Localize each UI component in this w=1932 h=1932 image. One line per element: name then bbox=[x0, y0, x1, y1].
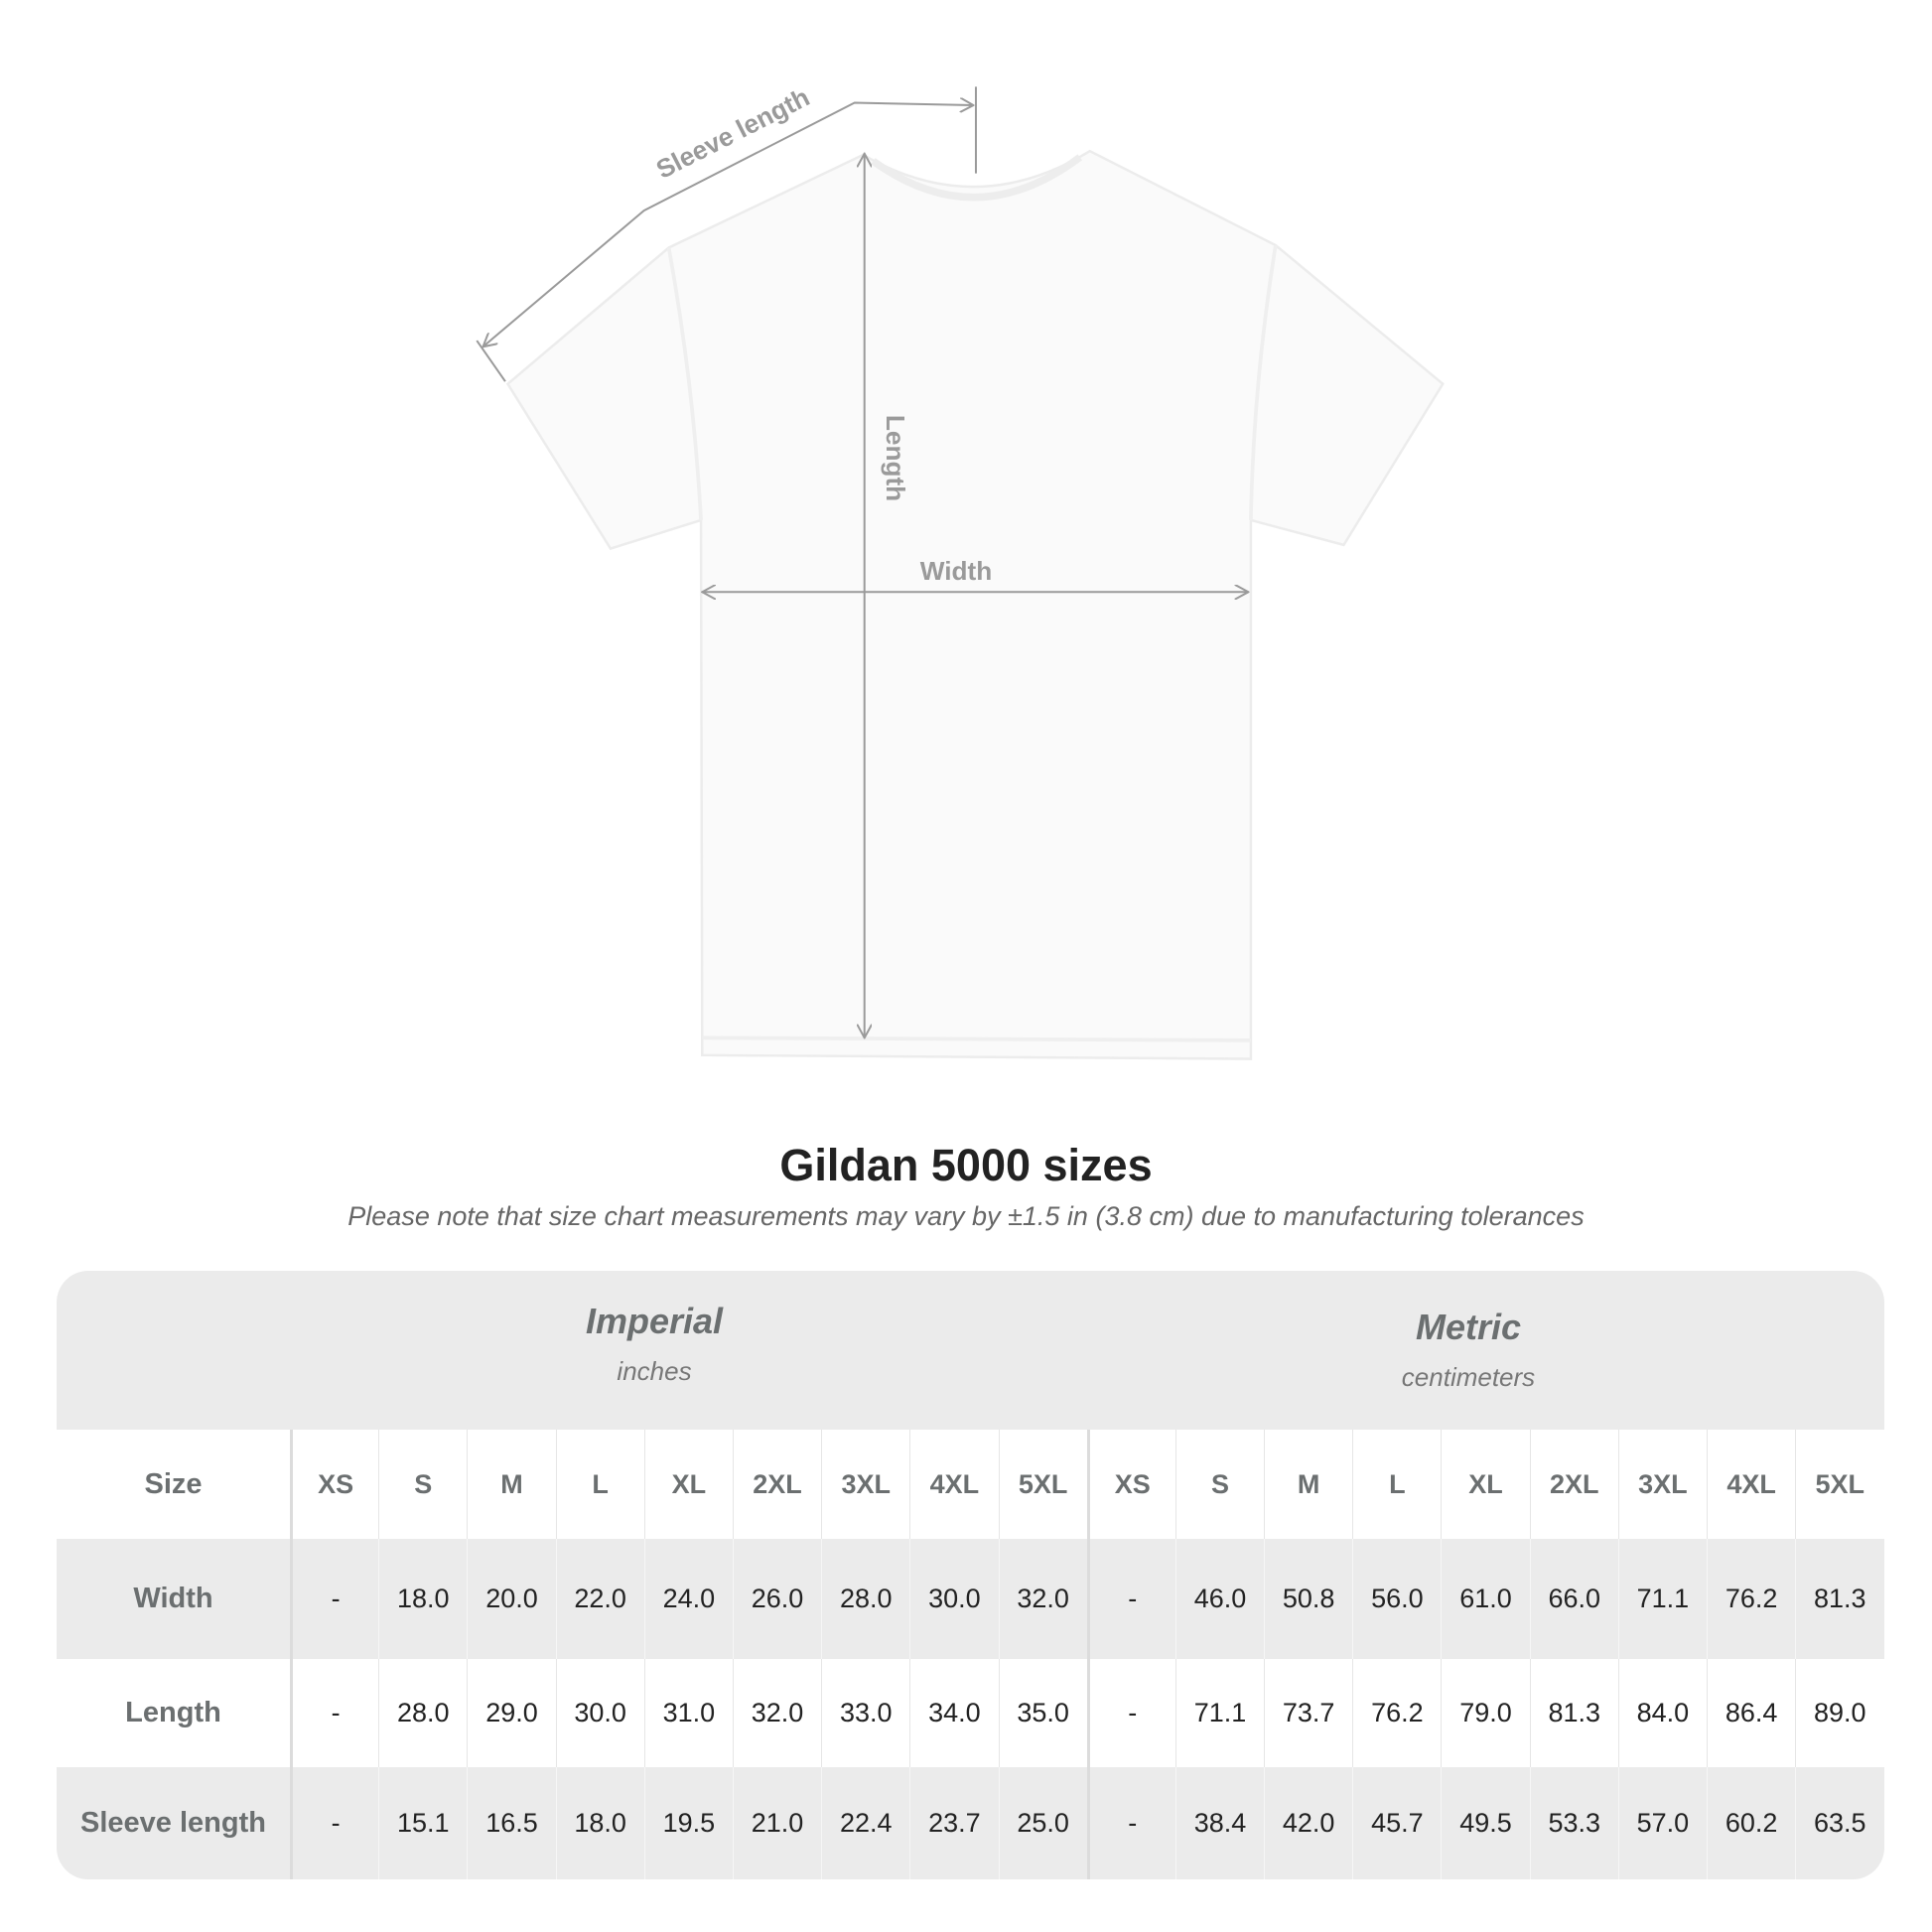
imperial-cell: 21.0 bbox=[732, 1767, 821, 1879]
metric-cell: 76.2 bbox=[1707, 1539, 1795, 1659]
metric-cell: 49.5 bbox=[1441, 1767, 1529, 1879]
sleeve-length-line bbox=[483, 103, 974, 347]
size-table: Imperial inches Metric centimeters Size X… bbox=[57, 1271, 1884, 1879]
imperial-unit: inches bbox=[617, 1356, 692, 1386]
metric-title: Metric bbox=[1415, 1307, 1522, 1347]
size-header-cell: XS bbox=[1086, 1430, 1175, 1539]
metric-cell: 89.0 bbox=[1795, 1659, 1883, 1767]
size-header-cell: S bbox=[1174, 1430, 1264, 1539]
size-header-cell: 4XL bbox=[909, 1430, 998, 1539]
metric-cell: 38.4 bbox=[1174, 1767, 1264, 1879]
imperial-cell: 26.0 bbox=[732, 1539, 821, 1659]
imperial-cell: 28.0 bbox=[378, 1659, 467, 1767]
imperial-cell: - bbox=[290, 1539, 378, 1659]
metric-cell: 84.0 bbox=[1617, 1659, 1707, 1767]
metric-cell: 53.3 bbox=[1529, 1767, 1618, 1879]
metric-cell: 73.7 bbox=[1264, 1659, 1352, 1767]
metric-cell: 61.0 bbox=[1441, 1539, 1529, 1659]
size-header-cell: 2XL bbox=[732, 1430, 821, 1539]
imperial-cell: 23.7 bbox=[909, 1767, 998, 1879]
imperial-cell: - bbox=[290, 1659, 378, 1767]
imperial-cell: 22.0 bbox=[555, 1539, 644, 1659]
size-header-cell: XS bbox=[290, 1430, 378, 1539]
row-label: Size bbox=[144, 1467, 203, 1500]
imperial-cell: 19.5 bbox=[643, 1767, 733, 1879]
page-title: Gildan 5000 sizes bbox=[779, 1140, 1153, 1190]
table-row: Width -18.0 20.0 22.0 24.0 26.0 28.0 30.0 32.0-4… bbox=[57, 1539, 1884, 1659]
imperial-title: Imperial bbox=[585, 1301, 724, 1341]
metric-cell: 81.3 bbox=[1529, 1659, 1618, 1767]
metric-cell: - bbox=[1086, 1767, 1175, 1879]
metric-cell: 60.2 bbox=[1707, 1767, 1795, 1879]
size-header-cell: XL bbox=[1441, 1430, 1529, 1539]
size-header-cell: L bbox=[1352, 1430, 1441, 1539]
imperial-cell: 22.4 bbox=[821, 1767, 909, 1879]
width-label: Width bbox=[920, 556, 992, 586]
size-header-cell: 5XL bbox=[1795, 1430, 1883, 1539]
imperial-cell: 34.0 bbox=[909, 1659, 998, 1767]
table-row: Sleeve length -15.1 16.5 18.0 19.5 21.0 22.4 23… bbox=[57, 1767, 1884, 1879]
sleeve-length-label: Sleeve length bbox=[651, 82, 814, 185]
imperial-cell: 32.0 bbox=[998, 1539, 1087, 1659]
size-header-cell: 5XL bbox=[998, 1430, 1087, 1539]
imperial-cell: 30.0 bbox=[909, 1539, 998, 1659]
imperial-cell: 18.0 bbox=[378, 1539, 467, 1659]
metric-cell: - bbox=[1086, 1539, 1175, 1659]
metric-cell: 45.7 bbox=[1352, 1767, 1441, 1879]
imperial-cell: 15.1 bbox=[378, 1767, 467, 1879]
size-header-cell: M bbox=[1264, 1430, 1352, 1539]
size-header-cell: 3XL bbox=[821, 1430, 909, 1539]
metric-cell: 50.8 bbox=[1264, 1539, 1352, 1659]
row-label: Width bbox=[133, 1583, 213, 1614]
size-header-cell: XL bbox=[643, 1430, 733, 1539]
length-label: Length bbox=[881, 415, 910, 501]
imperial-header: Imperial inches bbox=[456, 1301, 853, 1387]
metric-cell: 81.3 bbox=[1795, 1539, 1883, 1659]
imperial-cell: 16.5 bbox=[467, 1767, 555, 1879]
size-header-cell: 3XL bbox=[1617, 1430, 1707, 1539]
imperial-cell: - bbox=[290, 1767, 378, 1879]
size-header-cell: 2XL bbox=[1529, 1430, 1618, 1539]
metric-cell: 56.0 bbox=[1352, 1539, 1441, 1659]
metric-cell: 71.1 bbox=[1617, 1539, 1707, 1659]
metric-cell: 46.0 bbox=[1174, 1539, 1264, 1659]
imperial-cell: 28.0 bbox=[821, 1539, 909, 1659]
imperial-cell: 18.0 bbox=[555, 1767, 644, 1879]
metric-cell: 57.0 bbox=[1617, 1767, 1707, 1879]
metric-cell: 86.4 bbox=[1707, 1659, 1795, 1767]
metric-cell: 63.5 bbox=[1795, 1767, 1883, 1879]
table-row: Length -28.0 29.0 30.0 31.0 32.0 33.0 34.0 35.0-… bbox=[57, 1659, 1884, 1767]
imperial-cell: 24.0 bbox=[643, 1539, 733, 1659]
size-header-cell: 4XL bbox=[1707, 1430, 1795, 1539]
size-header-cell: M bbox=[467, 1430, 555, 1539]
metric-cell: - bbox=[1086, 1659, 1175, 1767]
table-header-band bbox=[57, 1271, 1884, 1430]
tolerance-note: Please note that size chart measurements… bbox=[347, 1201, 1585, 1231]
metric-cell: 42.0 bbox=[1264, 1767, 1352, 1879]
metric-cell: 76.2 bbox=[1352, 1659, 1441, 1767]
imperial-cell: 25.0 bbox=[998, 1767, 1087, 1879]
metric-unit: centimeters bbox=[1401, 1362, 1536, 1392]
imperial-cell: 33.0 bbox=[821, 1659, 909, 1767]
imperial-cell: 20.0 bbox=[467, 1539, 555, 1659]
row-label: Length bbox=[125, 1697, 221, 1728]
imperial-cell: 30.0 bbox=[555, 1659, 644, 1767]
size-header-row: Size XS S M L XL 2XL 3XL 4XL 5XL XS S M L XL 2XL 3XL 4XL 5… bbox=[57, 1430, 1884, 1539]
row-label: Sleeve length bbox=[80, 1807, 266, 1839]
imperial-cell: 31.0 bbox=[643, 1659, 733, 1767]
tshirt-shape bbox=[505, 149, 1445, 1060]
imperial-cell: 35.0 bbox=[998, 1659, 1087, 1767]
size-header-cell: S bbox=[378, 1430, 467, 1539]
size-header-cell: L bbox=[555, 1430, 644, 1539]
metric-cell: 79.0 bbox=[1441, 1659, 1529, 1767]
metric-cell: 66.0 bbox=[1529, 1539, 1618, 1659]
metric-cell: 71.1 bbox=[1174, 1659, 1264, 1767]
metric-header: Metric centimeters bbox=[1270, 1307, 1667, 1393]
imperial-cell: 29.0 bbox=[467, 1659, 555, 1767]
sleeve-tick-bottom bbox=[476, 340, 506, 382]
imperial-cell: 32.0 bbox=[732, 1659, 821, 1767]
